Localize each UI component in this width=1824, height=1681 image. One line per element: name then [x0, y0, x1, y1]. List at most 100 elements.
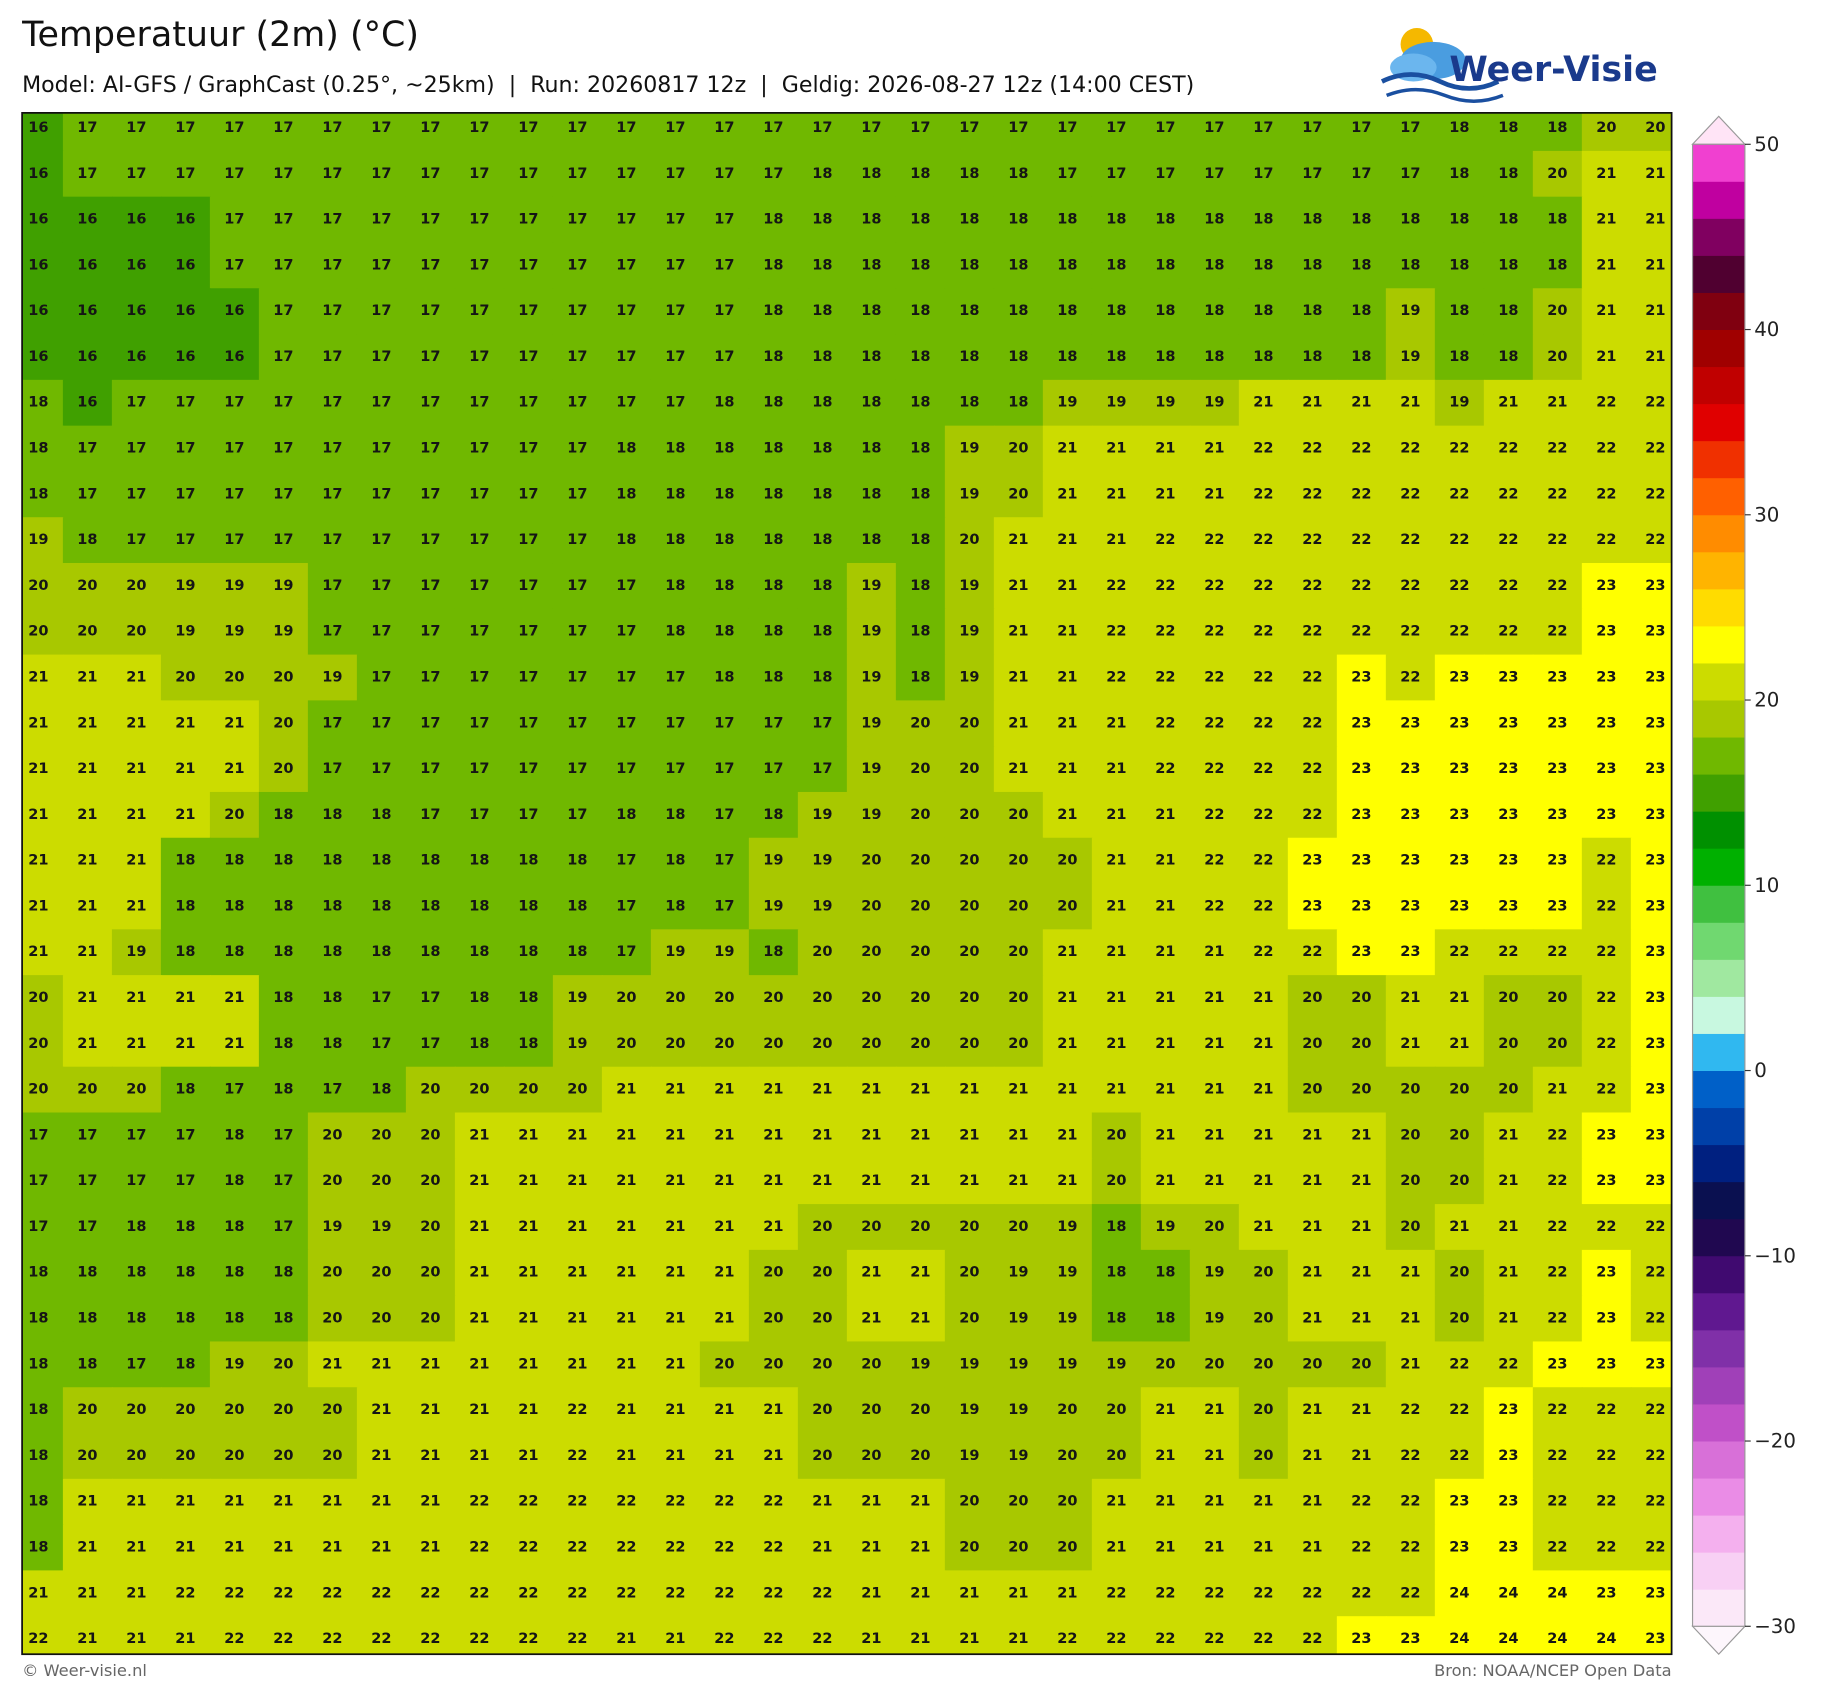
temperature-cell	[846, 471, 897, 518]
temperature-label: 21	[420, 1356, 440, 1372]
temperature-cell	[1434, 379, 1485, 427]
temperature-cell	[601, 837, 652, 885]
temperature-cell	[993, 1249, 1044, 1297]
temperature-cell	[1042, 1478, 1093, 1526]
temperature-cell	[1336, 425, 1387, 473]
temperature-label: 17	[322, 486, 342, 502]
temperature-label: 21	[959, 1585, 979, 1601]
temperature-cell	[699, 975, 750, 1022]
temperature-cell	[22, 1158, 64, 1205]
temperature-label: 20	[959, 715, 979, 731]
temperature-cell	[1042, 1020, 1093, 1068]
temperature-label: 23	[1400, 898, 1420, 914]
temperature-label: 20	[812, 1265, 832, 1281]
temperature-label: 21	[1302, 1219, 1322, 1235]
temperature-label: 21	[665, 1311, 685, 1327]
temperature-cell	[1483, 1387, 1534, 1434]
temperature-label: 20	[1008, 990, 1028, 1006]
temperature-cell	[454, 1112, 505, 1159]
temperature-label: 20	[420, 1082, 440, 1098]
temperature-label: 18	[469, 990, 489, 1006]
temperature-label: 22	[1106, 1631, 1126, 1647]
temperature-label: 23	[1449, 669, 1469, 685]
temperature-label: 18	[616, 441, 636, 457]
temperature-label: 17	[420, 212, 440, 228]
temperature-cell	[748, 929, 799, 976]
temperature-label: 23	[1498, 807, 1518, 823]
temperature-cell	[699, 1433, 750, 1480]
temperature-cell	[258, 654, 309, 702]
temperature-cell	[1336, 791, 1387, 839]
temperature-label: 21	[665, 1173, 685, 1189]
temperature-cell	[797, 929, 848, 976]
temperature-label: 21	[665, 1448, 685, 1464]
temperature-label: 18	[1302, 257, 1322, 273]
temperature-cell	[1287, 1295, 1338, 1343]
temperature-label: 17	[469, 669, 489, 685]
temperature-cell	[748, 1570, 799, 1617]
temperature-label: 23	[1596, 578, 1616, 594]
temperature-label: 18	[812, 212, 832, 228]
temperature-cell	[797, 654, 848, 702]
temperature-label: 21	[1008, 1127, 1028, 1143]
temperature-label: 17	[322, 120, 342, 136]
temperature-label: 22	[1302, 761, 1322, 777]
temperature-label: 19	[1400, 303, 1420, 319]
temperature-cell	[895, 975, 946, 1022]
temperature-label: 18	[518, 853, 538, 869]
temperature-cell	[650, 791, 701, 839]
temperature-label: 21	[28, 807, 48, 823]
temperature-cell	[1140, 1478, 1191, 1526]
temperature-label: 23	[1596, 1265, 1616, 1281]
temperature-cell	[22, 1249, 64, 1297]
temperature-cell	[1091, 608, 1142, 656]
temperature-label: 21	[1155, 990, 1175, 1006]
temperature-cell	[993, 608, 1044, 656]
temperature-label: 17	[420, 669, 440, 685]
temperature-label: 22	[371, 1585, 391, 1601]
temperature-label: 17	[77, 120, 97, 136]
temperature-cell	[209, 654, 260, 702]
temperature-label: 17	[175, 395, 195, 411]
temperature-label: 18	[1400, 257, 1420, 273]
temperature-label: 21	[1008, 1173, 1028, 1189]
temperature-cell	[1532, 1387, 1583, 1434]
temperature-cell	[1091, 563, 1142, 610]
temperature-label: 18	[1106, 1265, 1126, 1281]
temperature-label: 17	[616, 212, 636, 228]
temperature-label: 18	[1547, 257, 1567, 273]
colorbar-segment	[1692, 1218, 1745, 1257]
temperature-cell	[111, 654, 162, 702]
temperature-label: 17	[420, 395, 440, 411]
temperature-label: 17	[469, 532, 489, 548]
temperature-cell	[846, 929, 897, 976]
temperature-label: 20	[861, 1402, 881, 1418]
temperature-label: 19	[224, 1356, 244, 1372]
temperature-label: 21	[175, 761, 195, 777]
colorbar-segment	[1692, 700, 1745, 738]
temperature-cell	[22, 1616, 64, 1655]
temperature-label: 18	[763, 944, 783, 960]
temperature-cell	[1532, 608, 1583, 656]
temperature-label: 21	[1155, 1127, 1175, 1143]
temperature-cell	[62, 1295, 113, 1343]
temperature-label: 21	[1596, 349, 1616, 365]
temperature-cell	[454, 425, 505, 473]
temperature-cell	[1238, 1387, 1289, 1434]
temperature-label: 20	[1645, 120, 1665, 136]
temperature-cell	[160, 288, 211, 335]
temperature-cell	[405, 334, 456, 381]
temperature-label: 20	[1253, 1356, 1273, 1372]
temperature-cell	[1140, 1020, 1191, 1068]
temperature-label: 20	[77, 578, 97, 594]
temperature-label: 21	[175, 1494, 195, 1510]
temperature-cell	[650, 1387, 701, 1434]
temperature-cell	[111, 975, 162, 1022]
temperature-cell	[1532, 242, 1583, 289]
temperature-cell	[258, 1433, 309, 1480]
temperature-label: 21	[1253, 1173, 1273, 1189]
temperature-label: 18	[28, 1448, 48, 1464]
temperature-cell	[1630, 1295, 1672, 1343]
temperature-cell	[1189, 196, 1240, 244]
map-labels: 16 17 17 17 17 17 17 17 17 17 17 17 17 17 17 17 17 17 17 17…	[28, 120, 1665, 1647]
